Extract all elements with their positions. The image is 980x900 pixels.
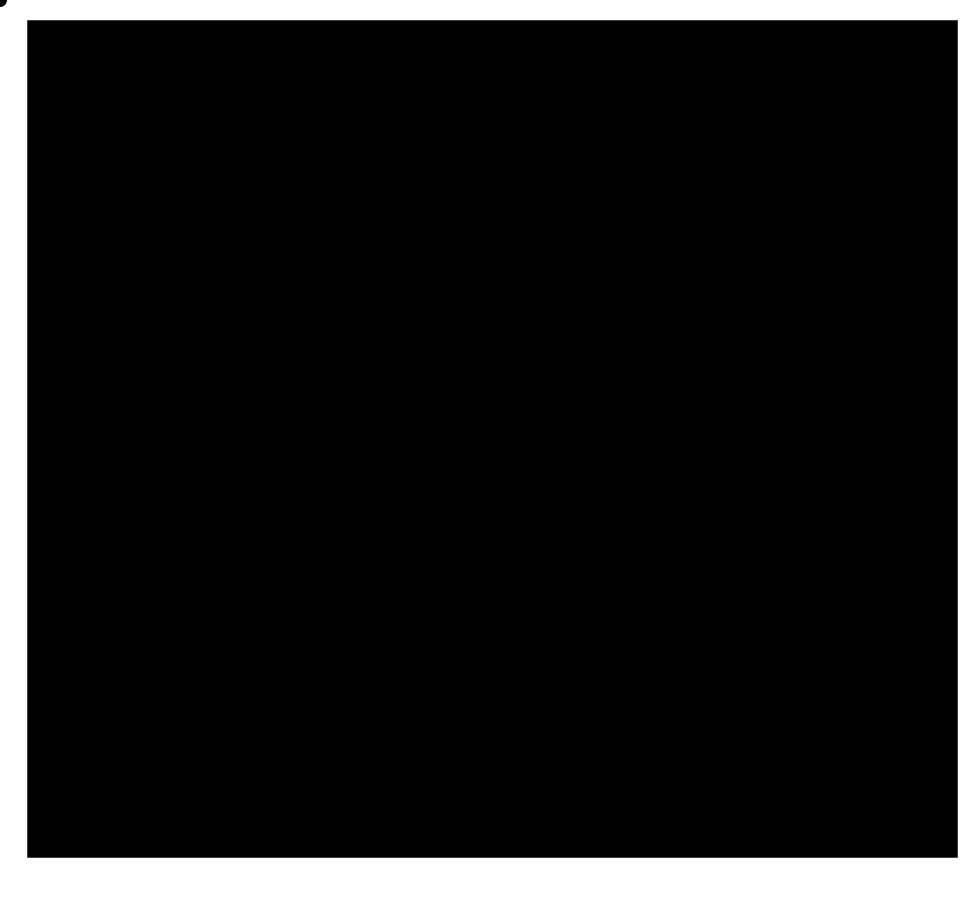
hobart-place <box>0 0 7 7</box>
altimetric-legend <box>168 452 252 466</box>
map-frame <box>27 20 958 858</box>
map-canvas <box>28 21 957 857</box>
velocity-scale-arrow-icon <box>168 452 252 466</box>
colorbar-gradient <box>79 254 288 269</box>
colorbar <box>79 254 288 269</box>
patch-noise-overlay <box>28 21 957 857</box>
hobart-dot <box>0 0 7 7</box>
